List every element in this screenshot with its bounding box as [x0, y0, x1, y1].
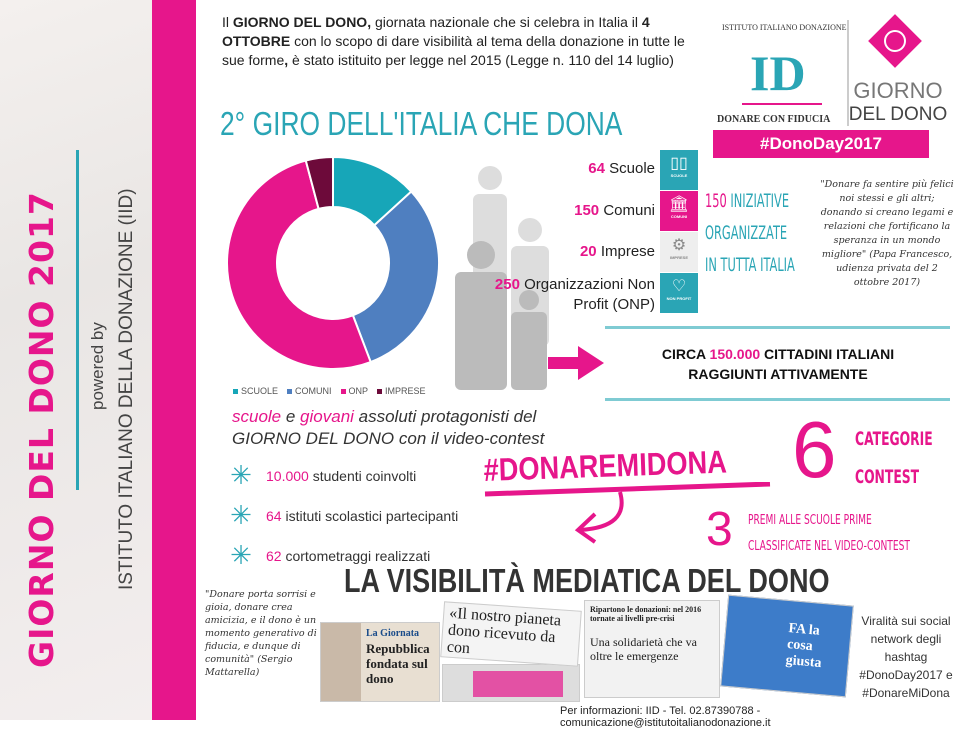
- virality-note: Viralità sui social network degli hashta…: [859, 614, 953, 700]
- legend-item: SCUOLE: [233, 386, 278, 396]
- building-icon: 🏛: [668, 196, 690, 213]
- asterisk-icon: ✳: [230, 500, 252, 530]
- organization-name: ISTITUTO ITALIANO DELLA DONAZIONE (IID): [116, 188, 137, 590]
- pink-band: [152, 0, 196, 720]
- contest-intro: scuole e giovani assoluti protagonisti d…: [232, 407, 545, 448]
- tile-imprese: ⚙ IMPRESE: [660, 232, 698, 272]
- press-clip-repubblica: La Giornata Repubblica fondata sul dono: [320, 622, 440, 702]
- footer-contact: Per informazioni: IID - Tel. 02.87390788…: [560, 705, 771, 729]
- donut-slice-comuni: [351, 190, 440, 364]
- contest-bullet: ✳ 10.000 studenti coinvolti: [230, 460, 417, 490]
- donut-slice-imprese: [304, 155, 334, 211]
- donut-slice-onp: [226, 159, 372, 370]
- intro-text: Il GIORNO DEL DONO, giornata nazionale c…: [222, 14, 685, 68]
- tv-screenshot-fa-la-cosa-giusta: FA la cosa giusta: [720, 594, 854, 698]
- arrow-right-icon: [548, 346, 604, 380]
- stat-imprese: 20 Imprese: [579, 243, 655, 260]
- asterisk-icon: ✳: [230, 460, 252, 490]
- legend-item: COMUNI: [287, 386, 332, 396]
- divider: [76, 150, 79, 490]
- prizes-count: 3: [706, 503, 733, 556]
- asterisk-icon: ✳: [230, 540, 252, 570]
- logo-graphic: ISTITUTO ITALIANO DONAZIONE ID DONARE CO…: [717, 14, 948, 126]
- dono-day-hashtag: #DonoDay2017: [713, 130, 929, 158]
- heart-icon: ♡: [671, 278, 687, 295]
- press-clip-pianeta: «Il nostro pianeta dono ricevuto da con: [440, 601, 582, 667]
- citizens-reached: CIRCA 150.000 CITTADINI ITALIANI RAGGIUNT…: [661, 346, 895, 382]
- stat-comuni: 150 Comuni: [574, 202, 655, 219]
- book-icon: ▯▯: [670, 155, 688, 172]
- curved-arrow-icon: [484, 482, 771, 544]
- tile-scuole: ▯▯ SCUOLE: [660, 150, 698, 190]
- prizes-label: PREMI ALLE SCUOLE PRIME CLASSIFICATE NEL …: [748, 513, 910, 554]
- iniziative-text: 150 INIZIATIVE ORGANIZZATE IN TUTTA ITALIA: [705, 190, 795, 276]
- tile-comuni: 🏛 COMUNI: [660, 191, 698, 231]
- contest-bullet: ✳ 62 cortometraggi realizzati: [230, 540, 431, 570]
- press-clip-solidarieta: Ripartono le donazioni: nel 2016 tornate…: [584, 600, 720, 698]
- stat-non-profit: 250 Organizzazioni Non Profit (ONP): [494, 276, 655, 313]
- papa-quote: "Donare fa sentire più felici noi stessi…: [820, 179, 954, 288]
- categories-label: CATEGORIE CONTEST: [855, 428, 933, 488]
- media-title: LA VISIBILITÀ MEDIATICA DEL DONO: [344, 562, 830, 599]
- powered-by: powered by: [88, 322, 107, 410]
- tv-screenshot-studio: [442, 664, 580, 702]
- people-silhouettes: [455, 166, 549, 390]
- sidebar-title: GIORNO DEL DONO 2017: [22, 191, 61, 668]
- logo-tagline: DONARE CON FIDUCIA: [717, 114, 831, 125]
- logo: ISTITUTO ITALIANO DONAZIONE ID DONARE CO…: [712, 10, 950, 130]
- categories-count: 6: [792, 405, 837, 494]
- contest-bullet: ✳ 64 istituti scolastici partecipanti: [230, 500, 459, 530]
- logo-arc-text: ISTITUTO ITALIANO DONAZIONE: [722, 23, 847, 32]
- logo-giorno: GIORNO: [853, 78, 942, 103]
- headline: 2° GIRO DELL'ITALIA CHE DONA: [220, 105, 623, 142]
- stat-scuole: 64 Scuole: [588, 160, 655, 177]
- tile-non-profit: ♡ NON PROFIT: [660, 273, 698, 313]
- donut-chart: [226, 155, 440, 370]
- chart-legend: SCUOLE COMUNI ONP IMPRESE: [233, 386, 426, 396]
- divider: [605, 326, 950, 329]
- legend-item: IMPRESE: [377, 386, 426, 396]
- divider: [605, 398, 950, 401]
- logo-monogram: ID: [750, 45, 806, 101]
- legend-item: ONP: [340, 386, 368, 396]
- gears-icon: ⚙: [671, 237, 687, 254]
- mattarella-quote: "Donare porta sorrisi e gioia, donare cr…: [205, 589, 317, 678]
- logo-del-dono: DEL DONO: [849, 104, 948, 125]
